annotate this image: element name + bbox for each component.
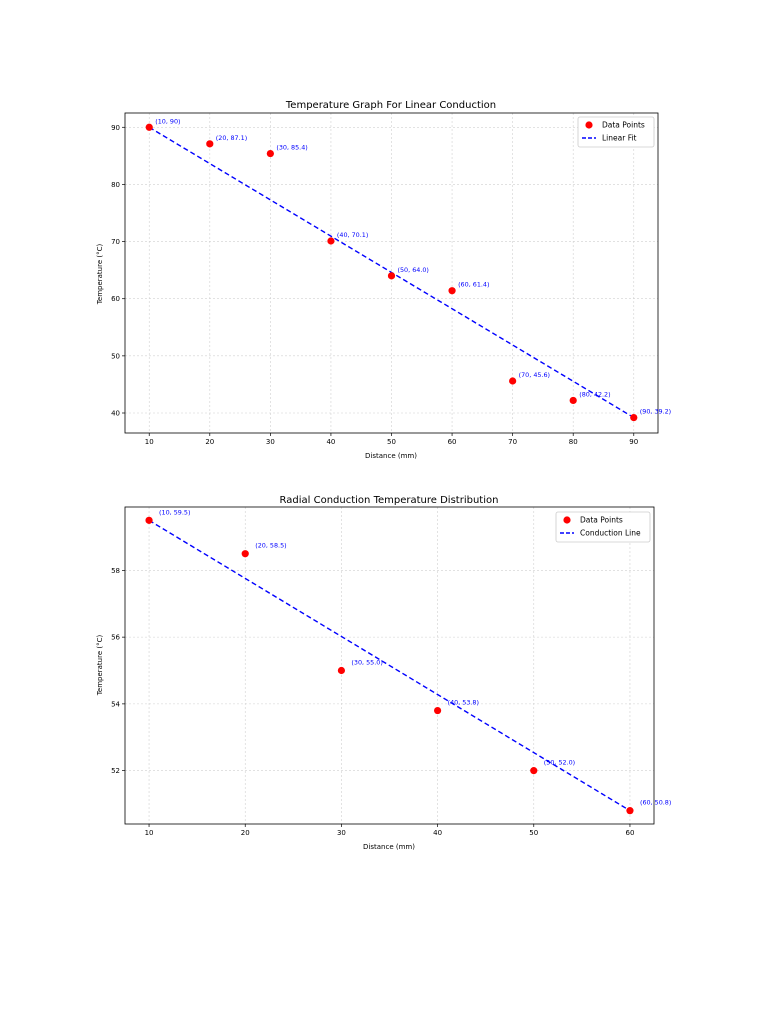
data-point (337, 666, 346, 675)
data-point-label: (10, 59.5) (159, 508, 190, 516)
data-point-label: (90, 39.2) (640, 408, 671, 416)
x-tick-label: 60 (625, 829, 634, 837)
data-point-label: (70, 45.6) (519, 371, 550, 379)
data-point-label: (40, 70.1) (337, 231, 368, 239)
x-axis-label: Distance (mm) (365, 452, 417, 460)
data-point-label: (80, 42.2) (579, 390, 610, 398)
data-point (145, 516, 153, 524)
y-tick-label: 54 (111, 700, 120, 708)
x-tick-label: 90 (629, 438, 638, 446)
data-point-label: (30, 85.4) (276, 144, 307, 152)
data-point (626, 807, 634, 815)
radial-conduction-chart: Radial Conduction Temperature Distributi… (96, 495, 671, 851)
data-point (206, 140, 214, 148)
x-axis-label: Distance (mm) (363, 843, 415, 851)
x-tick-label: 80 (569, 438, 578, 446)
data-point-label: (60, 61.4) (458, 281, 489, 289)
data-point (630, 413, 638, 422)
data-point (433, 706, 442, 715)
chart-title: Radial Conduction Temperature Distributi… (280, 495, 499, 506)
legend-marker-points (585, 121, 593, 129)
legend-box (577, 116, 655, 148)
x-tick-label: 50 (387, 438, 396, 446)
y-tick-label: 40 (111, 410, 120, 418)
data-point-label: (20, 58.5) (255, 542, 286, 550)
data-point-label: (60, 50.8) (640, 799, 671, 807)
x-tick-label: 10 (145, 829, 154, 837)
y-tick-label: 50 (111, 352, 120, 360)
data-point-label: (50, 64.0) (398, 266, 429, 274)
plot-frame (124, 506, 655, 825)
data-point (241, 550, 249, 558)
y-tick-label: 56 (111, 634, 120, 642)
x-tick-label: 10 (145, 438, 154, 446)
y-axis-label: Temperature (°C) (96, 635, 104, 697)
linear-conduction-chart: Temperature Graph For Linear Conduction … (96, 100, 671, 460)
legend-label-points: Data Points (580, 516, 623, 525)
legend-marker-points (563, 516, 571, 524)
y-tick-label: 52 (111, 767, 120, 775)
x-tick-label: 30 (266, 438, 275, 446)
data-point (509, 377, 517, 385)
y-axis-label: Temperature (°C) (96, 244, 104, 306)
x-tick-label: 40 (433, 829, 442, 837)
legend-label-line: Conduction Line (580, 529, 641, 538)
x-tick-label: 70 (508, 438, 517, 446)
x-tick-label: 30 (337, 829, 346, 837)
data-point-label: (20, 87.1) (216, 134, 247, 142)
legend-label-points: Data Points (602, 121, 645, 130)
x-tick-label: 40 (326, 438, 335, 446)
data-point (266, 149, 274, 158)
y-tick-label: 80 (111, 181, 120, 189)
y-tick-label: 70 (111, 238, 120, 246)
x-tick-label: 20 (241, 829, 250, 837)
y-tick-label: 60 (111, 295, 120, 303)
chart-title: Temperature Graph For Linear Conduction (285, 100, 496, 111)
data-point (145, 123, 153, 131)
data-point-label: (10, 90) (155, 117, 180, 125)
data-point-label: (30, 55.0) (351, 659, 382, 667)
data-point-label: (50, 52.0) (544, 759, 575, 767)
fit-line (148, 519, 631, 812)
x-tick-label: 60 (448, 438, 457, 446)
data-point (530, 767, 538, 775)
data-point (448, 287, 456, 295)
data-point (387, 272, 396, 280)
data-point (569, 396, 577, 405)
legend-label-line: Linear Fit (602, 134, 637, 143)
y-tick-label: 90 (111, 124, 120, 132)
data-point-label: (40, 53.8) (448, 699, 479, 707)
y-tick-label: 58 (111, 567, 120, 575)
legend-box (555, 511, 651, 543)
data-point (327, 237, 335, 245)
x-tick-label: 50 (529, 829, 538, 837)
x-tick-label: 20 (205, 438, 214, 446)
